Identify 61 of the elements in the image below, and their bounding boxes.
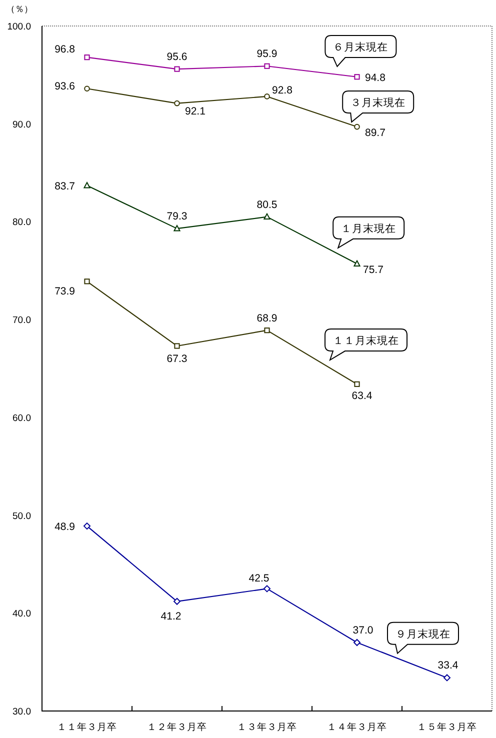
x-tick-label: １５年３月卒 [417,721,477,733]
point [264,213,270,220]
data-label: 68.9 [256,312,278,324]
data-label: 89.7 [365,126,386,139]
data-label: 67.3 [166,352,188,365]
point [264,63,270,69]
point [174,343,180,349]
series-label: １１月末現在 [333,334,399,348]
y-tick-label: 40.0 [12,608,31,620]
x-tick-label: １２年３月卒 [147,721,207,733]
x-tick-label: １４年３月卒 [327,721,387,733]
y-tick-label: 70.0 [12,315,31,326]
point [174,225,180,232]
y-tick-label: 80.0 [12,217,31,228]
data-label: 41.2 [160,610,182,622]
point [174,66,180,72]
data-label: 92.8 [272,84,293,96]
series-label: ６月末現在 [333,40,388,54]
data-label: 33.4 [438,660,458,672]
point [354,381,360,387]
data-label: 73.9 [54,285,76,298]
point [84,182,90,188]
point [444,674,450,682]
y-axis-title: （％） [6,4,33,14]
point [84,54,90,60]
data-label: 94.8 [365,72,386,84]
point [84,522,90,530]
point [354,74,360,80]
series-label: ９月末現在 [396,627,450,640]
data-label: 93.6 [54,80,76,93]
series-label: １月末現在 [341,222,396,235]
point [84,278,90,284]
x-tick-label: １１年３月卒 [57,721,117,733]
data-label: 48.9 [54,521,76,534]
y-tick-label: 60.0 [12,412,31,424]
y-tick-label: 90.0 [12,119,31,130]
y-tick-label: 30.0 [12,706,31,718]
data-label: 75.7 [363,264,384,276]
point [354,260,360,266]
data-label: 96.8 [54,43,76,56]
point [264,94,270,100]
data-label: 63.4 [352,390,372,402]
point [84,86,90,92]
point [174,598,180,605]
data-label: 95.9 [256,48,278,60]
point [264,328,270,334]
point [174,100,180,106]
data-label: 42.5 [248,572,270,585]
x-tick-label: １３年３月卒 [237,721,297,733]
y-tick-label: 100.0 [7,22,31,32]
data-label: 80.5 [256,198,278,211]
data-label: 92.1 [185,105,206,118]
point [354,124,360,130]
series-label: ３月末現在 [350,96,406,109]
data-label: 95.6 [166,51,188,64]
y-tick-label: 50.0 [12,510,31,522]
data-label: 83.7 [54,180,76,193]
point [264,585,270,592]
point [354,639,360,646]
data-label: 79.3 [166,210,188,223]
data-label: 37.0 [352,624,374,636]
